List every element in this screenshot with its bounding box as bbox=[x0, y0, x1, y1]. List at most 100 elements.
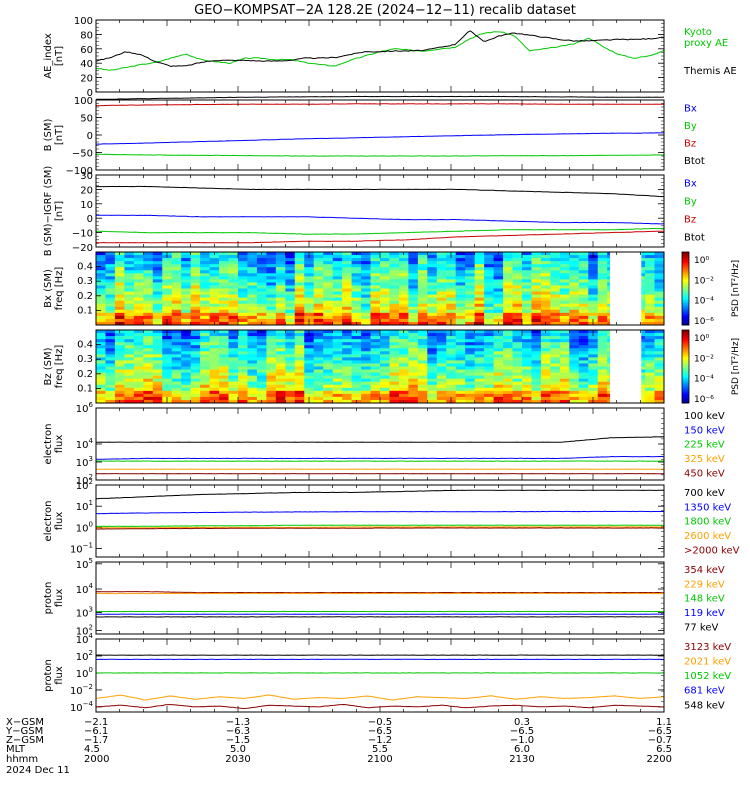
spec-cell bbox=[134, 385, 144, 389]
spec-cell bbox=[437, 310, 447, 314]
spec-cell bbox=[285, 382, 295, 386]
spec-cell bbox=[465, 273, 475, 277]
spec-cell bbox=[162, 385, 172, 389]
spec-cell bbox=[229, 319, 239, 323]
spec-cell bbox=[229, 388, 239, 392]
spec-cell bbox=[266, 319, 276, 323]
spec-cell bbox=[96, 252, 106, 256]
spec-cell bbox=[247, 273, 257, 277]
spec-cell bbox=[210, 354, 220, 358]
spec-cell bbox=[162, 316, 172, 320]
spec-cell bbox=[96, 298, 106, 302]
spec-cell bbox=[465, 394, 475, 398]
spec-cell bbox=[200, 367, 210, 371]
spec-cell bbox=[371, 255, 381, 259]
spec-cell bbox=[134, 367, 144, 371]
spec-cell bbox=[399, 258, 409, 262]
spec-cell bbox=[333, 391, 343, 395]
spec-cell bbox=[238, 316, 248, 320]
spec-cell bbox=[361, 304, 371, 308]
spec-cell bbox=[124, 385, 134, 389]
spec-cell bbox=[655, 376, 665, 380]
spec-cell bbox=[494, 370, 504, 374]
spec-cell bbox=[200, 282, 210, 286]
spec-cell bbox=[333, 273, 343, 277]
spec-cell bbox=[105, 339, 115, 343]
spec-cell bbox=[115, 345, 125, 349]
spec-cell bbox=[257, 336, 267, 340]
spec-cell bbox=[257, 379, 267, 383]
spec-cell bbox=[541, 289, 551, 293]
colorbar-tick-label: 10⁰ bbox=[694, 256, 709, 266]
spec-cell bbox=[96, 270, 106, 274]
spec-cell bbox=[219, 348, 229, 352]
spec-cell bbox=[522, 252, 532, 256]
spec-cell bbox=[408, 279, 418, 283]
spec-cell bbox=[418, 354, 428, 358]
spec-cell bbox=[124, 376, 134, 380]
spec-cell bbox=[560, 252, 570, 256]
series-line bbox=[96, 186, 664, 196]
spec-cell bbox=[522, 304, 532, 308]
spec-cell bbox=[96, 319, 106, 323]
spec-cell bbox=[494, 267, 504, 271]
spec-cell bbox=[314, 298, 324, 302]
spec-cell bbox=[503, 270, 513, 274]
spec-cell bbox=[153, 376, 163, 380]
spec-cell bbox=[172, 282, 182, 286]
spec-cell bbox=[153, 258, 163, 262]
spec-cell bbox=[569, 267, 579, 271]
spec-cell bbox=[494, 289, 504, 293]
spec-cell bbox=[427, 373, 437, 377]
spec-cell bbox=[323, 351, 333, 355]
spec-cell bbox=[427, 282, 437, 286]
spec-cell bbox=[134, 330, 144, 334]
spec-cell bbox=[475, 289, 485, 293]
spec-cell bbox=[531, 339, 541, 343]
spec-cell bbox=[513, 373, 523, 377]
spec-cell bbox=[314, 345, 324, 349]
spec-cell bbox=[115, 373, 125, 377]
spec-cell bbox=[124, 258, 134, 262]
spec-cell bbox=[210, 295, 220, 299]
spec-cell bbox=[588, 316, 598, 320]
spec-cell bbox=[484, 391, 494, 395]
spec-cell bbox=[219, 379, 229, 383]
spec-cell bbox=[418, 304, 428, 308]
spec-cell bbox=[475, 264, 485, 268]
spec-cell bbox=[560, 316, 570, 320]
spec-cell bbox=[153, 363, 163, 367]
series-line bbox=[96, 525, 664, 526]
spec-cell bbox=[522, 313, 532, 317]
spec-cell bbox=[531, 370, 541, 374]
spec-cell bbox=[96, 351, 106, 355]
spec-cell bbox=[427, 336, 437, 340]
spec-cell bbox=[257, 388, 267, 392]
spec-cell bbox=[560, 261, 570, 265]
spec-cell bbox=[418, 360, 428, 364]
spec-cell bbox=[342, 388, 352, 392]
spec-cell bbox=[569, 330, 579, 334]
spec-cell bbox=[579, 348, 589, 352]
spec-cell bbox=[153, 310, 163, 314]
spec-cell bbox=[503, 373, 513, 377]
spec-cell bbox=[437, 376, 447, 380]
spec-cell bbox=[276, 348, 286, 352]
spec-cell bbox=[598, 276, 608, 280]
spec-cell bbox=[314, 276, 324, 280]
spec-cell bbox=[333, 270, 343, 274]
spec-cell bbox=[304, 316, 314, 320]
spec-cell bbox=[446, 336, 456, 340]
spec-cell bbox=[210, 379, 220, 383]
spec-cell bbox=[229, 385, 239, 389]
spec-cell bbox=[352, 345, 362, 349]
spec-cell bbox=[475, 339, 485, 343]
spec-cell bbox=[266, 391, 276, 395]
spec-cell bbox=[513, 382, 523, 386]
spec-cell bbox=[522, 370, 532, 374]
spec-cell bbox=[588, 301, 598, 305]
spec-cell bbox=[295, 316, 305, 320]
spec-cell bbox=[257, 397, 267, 401]
spec-cell bbox=[115, 295, 125, 299]
spec-cell bbox=[238, 357, 248, 361]
